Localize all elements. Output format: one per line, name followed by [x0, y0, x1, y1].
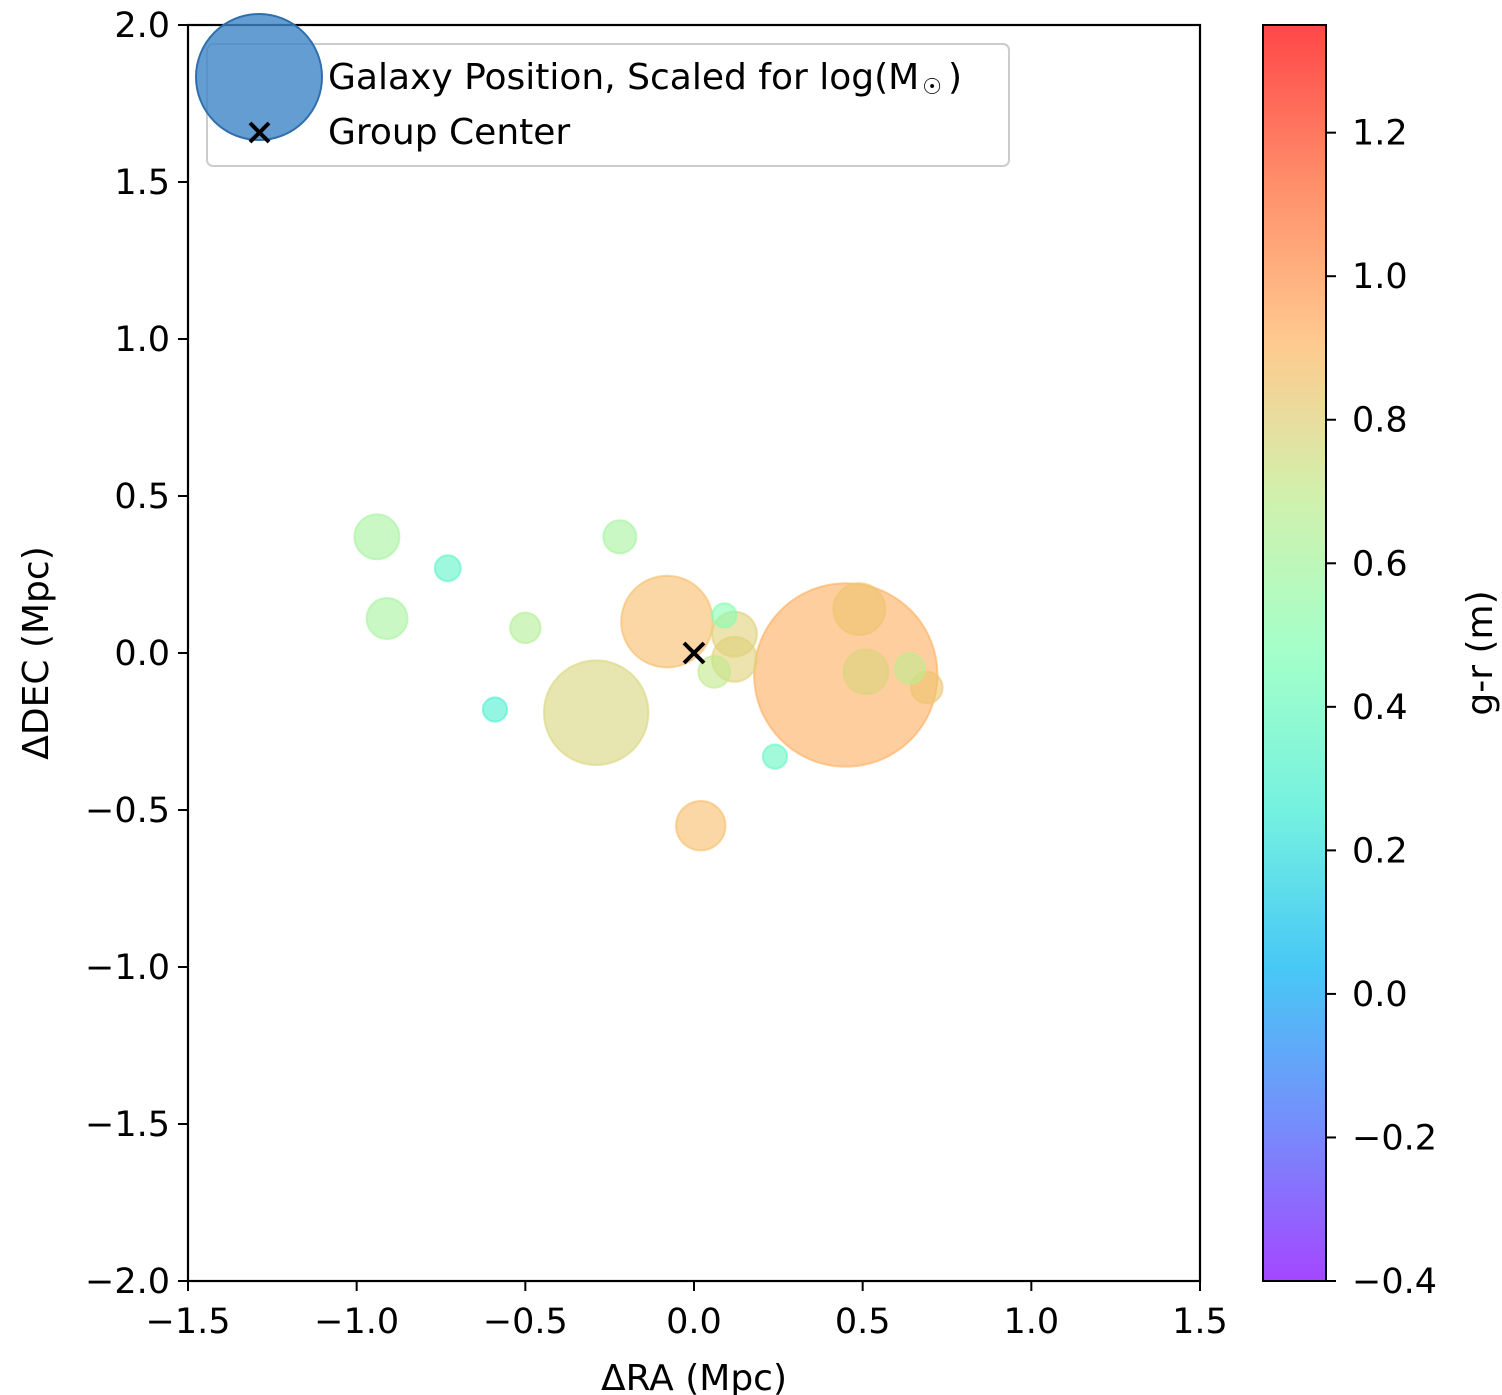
y-tick-label: −0.5 — [85, 791, 170, 831]
x-tick-label: 0.5 — [835, 1302, 891, 1342]
galaxy-point — [675, 800, 727, 852]
colorbar-tick-label: 0.8 — [1352, 401, 1408, 441]
y-tick-label: −2.0 — [85, 1262, 170, 1302]
colorbar-tick-label: 0.2 — [1352, 831, 1408, 871]
colorbar: −0.4 −0.2 0.0 0.2 0.4 0.6 0.8 1.0 1.2 g-r (m) — [1262, 24, 1501, 1302]
galaxy-point — [602, 519, 638, 555]
galaxy-point — [481, 696, 509, 723]
colorbar-tick-label: 0.6 — [1352, 544, 1408, 584]
y-tick-label: −1.5 — [85, 1105, 170, 1145]
y-axis-label: ΔDEC (Mpc) — [16, 546, 57, 759]
legend: Galaxy Position, Scaled for log(M ☉) Grou… — [195, 13, 1010, 167]
legend-label-galaxy: Galaxy Position, Scaled for log(M ☉) — [328, 57, 962, 100]
y-tick-label: 1.5 — [114, 163, 170, 203]
x-tick-label: −1.5 — [146, 1302, 231, 1342]
legend-marker-galaxy — [195, 13, 323, 141]
galaxy-point — [893, 652, 927, 685]
x-axis-ticks: −1.5 −1.0 −0.5 0.0 0.5 1.0 1.5 — [146, 1281, 1228, 1342]
colorbar-tick-label: −0.2 — [1352, 1118, 1437, 1158]
x-tick-label: −0.5 — [483, 1302, 568, 1342]
colorbar-tick-label: 0.0 — [1352, 975, 1408, 1015]
x-tick-label: 1.5 — [1172, 1302, 1228, 1342]
group-center-marker — [682, 641, 706, 665]
y-tick-label: 1.0 — [114, 320, 170, 360]
galaxy-point — [433, 554, 462, 583]
galaxy-point — [697, 654, 732, 689]
galaxy-point — [761, 743, 789, 770]
y-tick-label: 0.5 — [114, 477, 170, 517]
colorbar-label: g-r (m) — [1460, 590, 1501, 715]
x-axis-label: ΔRA (Mpc) — [601, 1358, 787, 1395]
y-tick-label: 2.0 — [114, 6, 170, 46]
y-tick-label: 0.0 — [114, 634, 170, 674]
galaxy-point — [711, 602, 738, 629]
legend-marker-group-center — [248, 121, 271, 144]
colorbar-tick-label: 1.2 — [1352, 114, 1408, 154]
x-tick-label: 0.0 — [666, 1302, 722, 1342]
galaxy-point — [832, 582, 887, 636]
x-tick-label: −1.0 — [314, 1302, 399, 1342]
galaxy-point — [620, 574, 714, 669]
x-tick-label: 1.0 — [1003, 1302, 1059, 1342]
galaxy-point — [542, 659, 650, 766]
colorbar-tick-label: −0.4 — [1352, 1262, 1437, 1302]
y-axis-ticks: −2.0 −1.5 −1.0 −0.5 0.0 0.5 1.0 1.5 2.0 — [85, 6, 188, 1302]
colorbar-gradient — [1262, 24, 1327, 1282]
legend-label-group-center: Group Center — [328, 112, 570, 153]
galaxy-point — [365, 596, 409, 640]
colorbar-ticks: −0.4 −0.2 0.0 0.2 0.4 0.6 0.8 1.0 1.2 — [1326, 114, 1437, 1302]
colorbar-tick-label: 0.4 — [1352, 688, 1408, 728]
galaxy-point — [353, 513, 401, 561]
y-tick-label: −1.0 — [85, 948, 170, 988]
colorbar-tick-label: 1.0 — [1352, 257, 1408, 297]
data-points — [353, 513, 944, 852]
galaxy-point — [842, 648, 890, 696]
galaxy-point — [509, 611, 542, 645]
